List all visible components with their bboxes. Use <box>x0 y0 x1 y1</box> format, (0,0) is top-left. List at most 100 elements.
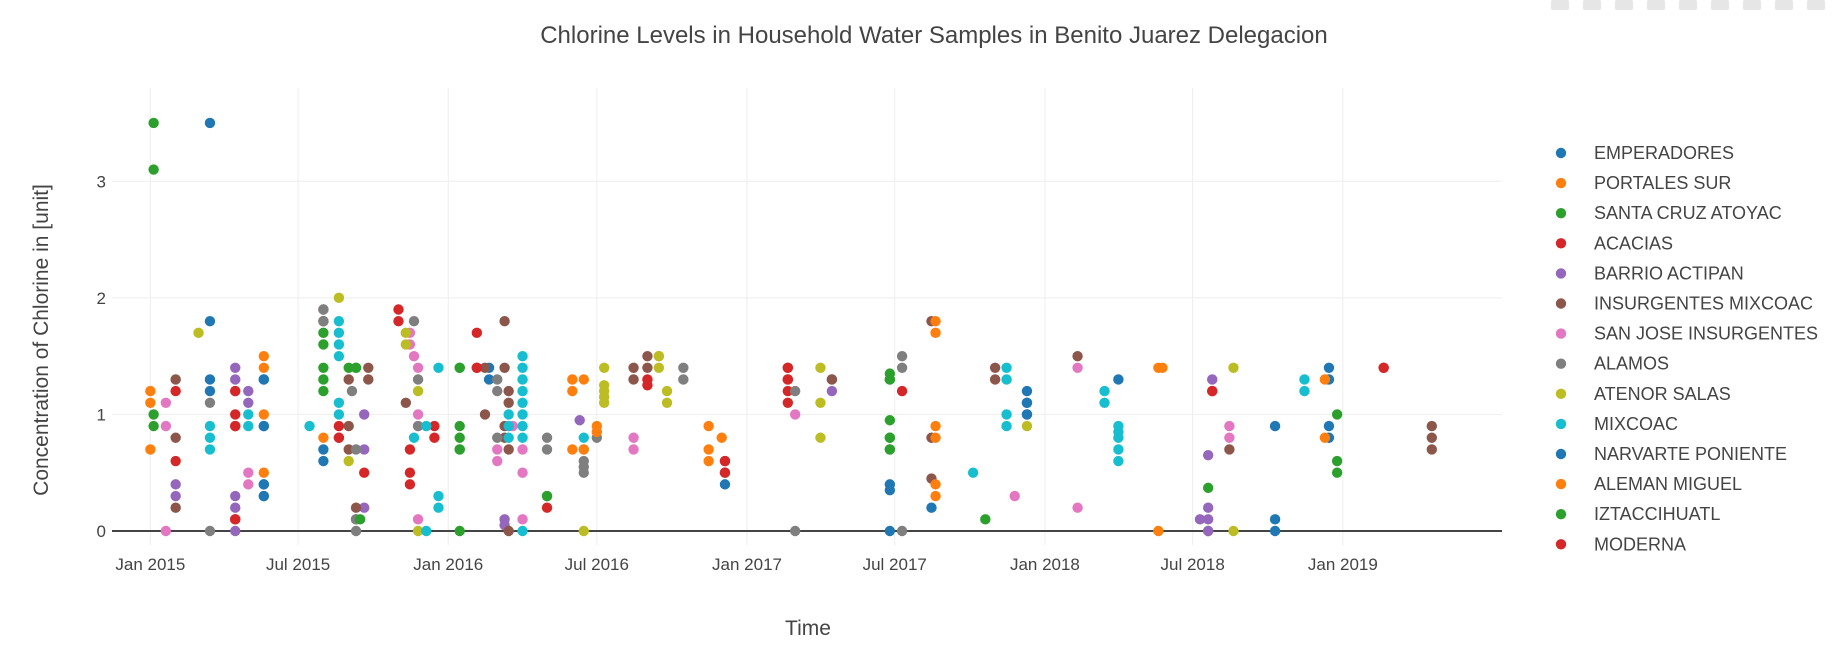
data-point <box>350 362 362 373</box>
data-point <box>333 339 345 350</box>
data-point <box>1072 350 1083 362</box>
data-point <box>333 315 345 327</box>
data-point <box>363 362 374 373</box>
data-point <box>826 374 838 385</box>
data-point <box>1228 525 1239 537</box>
data-point <box>782 374 794 385</box>
data-point <box>148 117 159 129</box>
data-point <box>333 432 345 443</box>
data-point <box>1224 420 1235 432</box>
data-point <box>350 525 362 537</box>
data-point <box>661 397 673 408</box>
data-point <box>517 385 528 397</box>
data-point <box>703 444 714 455</box>
camera-icon[interactable] <box>1551 0 1569 10</box>
legend-marker <box>1555 238 1567 249</box>
data-point <box>503 444 514 455</box>
x-tick-label: Jul 2015 <box>266 555 330 574</box>
data-point <box>930 479 941 490</box>
zoom-out-icon[interactable] <box>1743 0 1761 10</box>
data-point <box>318 304 329 315</box>
data-point <box>1001 374 1012 385</box>
legend-item-label: ACACIAS <box>1594 233 1673 253</box>
data-point <box>541 432 553 443</box>
data-point <box>400 397 412 408</box>
data-point <box>343 374 354 385</box>
data-point <box>243 420 254 432</box>
data-point <box>517 525 528 537</box>
data-point <box>243 397 254 408</box>
data-point <box>408 432 420 443</box>
data-point <box>598 362 610 373</box>
x-tick-label: Jul 2017 <box>863 555 927 574</box>
legend-item-label: PORTALES SUR <box>1594 173 1731 193</box>
select-icon[interactable] <box>1647 0 1665 10</box>
data-point <box>678 374 689 385</box>
data-point <box>433 502 444 513</box>
legend-item-label: IZTACCIHUATL <box>1594 504 1720 524</box>
data-point <box>628 444 639 455</box>
data-point <box>433 490 444 502</box>
data-point <box>1021 420 1033 432</box>
data-point <box>204 444 216 455</box>
data-point <box>517 467 528 478</box>
reset-axes-icon[interactable] <box>1807 0 1825 10</box>
data-point <box>454 525 465 537</box>
data-point <box>204 315 216 327</box>
autoscale-icon[interactable] <box>1775 0 1793 10</box>
data-point <box>318 444 329 455</box>
zoom-icon[interactable] <box>1583 0 1601 10</box>
data-point <box>716 432 727 443</box>
data-point <box>503 409 514 420</box>
data-point <box>789 525 801 537</box>
lasso-icon[interactable] <box>1679 0 1697 10</box>
data-point <box>896 362 908 373</box>
data-point <box>318 385 329 397</box>
x-tick-label: Jan 2019 <box>1308 555 1378 574</box>
x-axis-ticks: Jan 2015 Jul 2015 Jan 2016 Jul 2016 Jan 2017… <box>115 555 1377 574</box>
data-point <box>258 467 270 478</box>
data-point <box>170 455 181 467</box>
zoom-in-icon[interactable] <box>1711 0 1729 10</box>
data-point <box>1021 385 1033 397</box>
data-point <box>429 432 440 443</box>
data-point <box>333 409 345 420</box>
data-point <box>454 444 465 455</box>
data-point <box>517 432 528 443</box>
grid-lines <box>112 88 1502 545</box>
data-point <box>517 362 528 373</box>
data-point <box>896 350 908 362</box>
y-axis-ticks: 0 1 2 3 <box>97 172 106 541</box>
modebar-toolbar[interactable] <box>1551 0 1825 14</box>
x-tick-label: Jan 2015 <box>115 555 185 574</box>
data-point <box>204 525 216 537</box>
data-point <box>1153 525 1164 537</box>
data-point <box>148 409 159 420</box>
data-point <box>258 374 270 385</box>
data-point <box>230 525 241 537</box>
data-point <box>318 315 329 327</box>
data-point <box>815 432 826 443</box>
data-point <box>363 374 374 385</box>
data-point <box>193 327 204 339</box>
data-point <box>400 339 412 350</box>
data-point <box>517 409 528 420</box>
data-point <box>230 385 241 397</box>
data-point <box>567 385 578 397</box>
pan-icon[interactable] <box>1615 0 1633 10</box>
data-point <box>492 444 503 455</box>
data-point <box>826 385 838 397</box>
legend-item-label: NARVARTE PONIENTE <box>1594 444 1787 464</box>
data-point <box>1202 514 1214 525</box>
data-point <box>541 502 553 513</box>
data-point <box>517 374 528 385</box>
data-point <box>421 420 432 432</box>
data-point <box>1319 432 1331 443</box>
data-point <box>243 479 254 490</box>
data-point <box>333 292 345 304</box>
data-point <box>719 479 731 490</box>
legend[interactable]: EMPERADORES PORTALES SUR SANTA CRUZ ATOYAC… <box>1555 143 1818 554</box>
data-point <box>642 362 653 373</box>
data-point <box>567 444 578 455</box>
